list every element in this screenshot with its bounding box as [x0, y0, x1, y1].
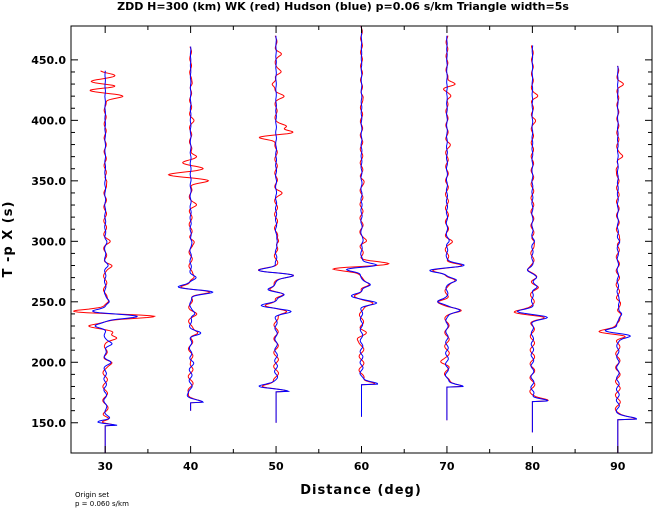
hudson-trace-80deg: [516, 45, 549, 433]
wk-trace-80deg: [513, 45, 549, 433]
x-axis: 30 40 50 60 70 80 90: [98, 26, 626, 473]
x-tick-label: 70: [439, 460, 455, 473]
y-tick-label: 250.0: [31, 296, 66, 309]
footnote-slowness: p = 0.060 s/km: [75, 500, 129, 508]
x-tick-label: 60: [354, 460, 370, 473]
hudson-trace-50deg: [258, 35, 294, 423]
x-tick-label: 50: [268, 460, 284, 473]
chart-title: ZDD H=300 (km) WK (red) Hudson (blue) p=…: [117, 0, 569, 13]
x-axis-label: Distance (deg): [300, 483, 422, 498]
wk-trace-40deg: [167, 46, 211, 411]
y-tick-label: 400.0: [31, 114, 66, 127]
x-tick-label: 40: [183, 460, 199, 473]
hudson-trace-30deg: [92, 70, 139, 453]
y-axis: 150.0 200.0 250.0 300.0 350.0 400.0 450.0: [31, 54, 652, 430]
x-tick-label: 80: [525, 460, 541, 473]
y-tick-label: 450.0: [31, 54, 66, 67]
wk-trace-50deg: [257, 35, 294, 423]
y-tick-label: 350.0: [31, 175, 66, 188]
traces-layer: [73, 25, 637, 453]
hudson-trace-70deg: [429, 35, 465, 421]
hudson-trace-60deg: [345, 26, 379, 417]
y-tick-label: 150.0: [31, 417, 66, 430]
y-axis-label: T -p X (s): [1, 201, 16, 278]
hudson-trace-90deg: [604, 65, 637, 453]
x-tick-label: 90: [610, 460, 626, 473]
y-tick-label: 200.0: [31, 356, 66, 369]
x-tick-label: 30: [98, 460, 114, 473]
y-tick-label: 300.0: [31, 235, 66, 248]
wk-trace-30deg: [73, 70, 157, 453]
hudson-trace-40deg: [177, 46, 214, 411]
footnote-origin: Origin set: [75, 491, 109, 499]
